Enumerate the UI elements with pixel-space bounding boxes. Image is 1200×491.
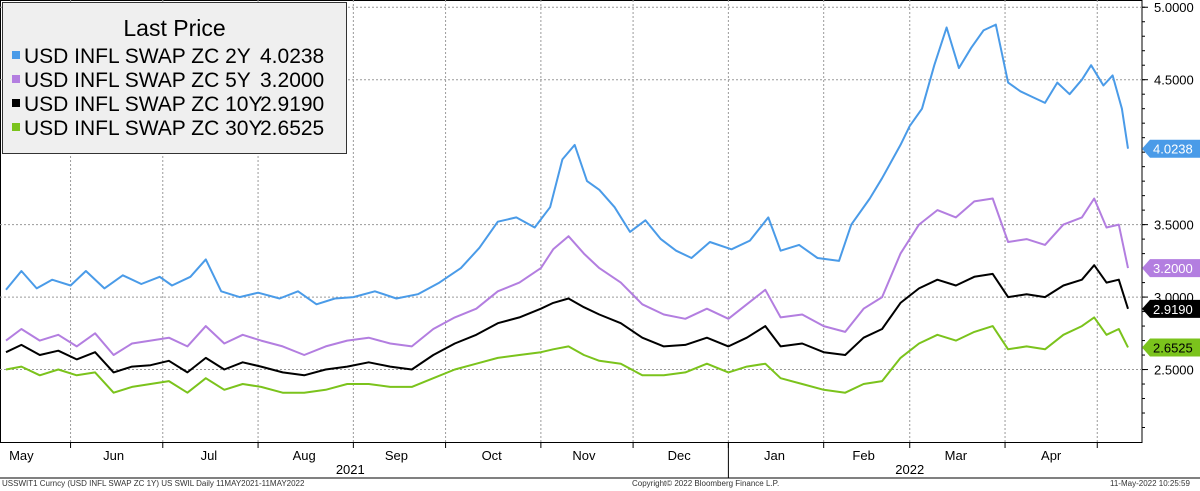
legend-row-2y: USD INFL SWAP ZC 2Y 4.0238 <box>12 45 324 69</box>
legend-swatch-10y <box>12 99 20 108</box>
last-value-tag-bg <box>1142 299 1200 318</box>
legend-value-2y: 4.0238 <box>260 45 325 68</box>
last-value-tag-2y: 4.0238 <box>1142 139 1200 158</box>
legend-swatch-30y <box>12 123 20 132</box>
last-value-tag-30y: 2.6525 <box>1142 338 1200 357</box>
legend-swatch-2y <box>12 51 20 60</box>
legend: Last Price USD INFL SWAP ZC 2Y 4.0238 USD… <box>2 2 347 154</box>
last-value-tag-10y: 2.9190 <box>1142 299 1200 318</box>
series-line-5y <box>5 197 1129 356</box>
x-tick-label: Jun <box>103 448 124 463</box>
x-tick-label: Feb <box>852 448 874 463</box>
y-tick-label: 2.5000 <box>1154 363 1194 378</box>
legend-swatch-5y <box>12 75 20 84</box>
x-tick-label: Jul <box>201 448 218 463</box>
last-value-label: 2.6525 <box>1153 340 1193 355</box>
y-tick-label: 4.5000 <box>1154 73 1194 88</box>
legend-value-10y: 2.9190 <box>260 93 325 116</box>
last-value-label: 4.0238 <box>1153 142 1193 157</box>
x-tick-label: Apr <box>1041 448 1062 463</box>
series-line-10y <box>5 264 1129 377</box>
y-tick-label: 3.5000 <box>1154 218 1194 233</box>
legend-row-30y: USD INFL SWAP ZC 30Y2.6525 <box>12 117 324 141</box>
legend-value-5y: 3.2000 <box>260 69 325 92</box>
year-label: 2021 <box>336 462 365 477</box>
footer-source: USSWIT1 Curncy (USD INFL SWAP ZC 1Y) US … <box>2 479 305 488</box>
footer-copyright: Copyright© 2022 Bloomberg Finance L.P. <box>632 479 780 488</box>
plot-frame <box>0 0 1143 443</box>
x-tick-label: Nov <box>572 448 596 463</box>
legend-value-30y: 2.6525 <box>260 117 325 140</box>
last-value-tag-bg <box>1142 338 1200 357</box>
x-tick-label: Dec <box>668 448 692 463</box>
year-label: 2022 <box>895 462 924 477</box>
last-value-tag-bg <box>1142 139 1200 158</box>
legend-name-5y: USD INFL SWAP ZC 5Y <box>24 69 251 92</box>
legend-title: Last Price <box>123 15 226 41</box>
x-tick-label: Mar <box>945 448 968 463</box>
series-line-2y <box>5 23 1129 306</box>
legend-row-5y: USD INFL SWAP ZC 5Y 3.2000 <box>12 69 324 93</box>
last-value-label: 3.2000 <box>1153 261 1193 276</box>
x-tick-label: Sep <box>385 448 408 463</box>
last-value-tag-bg <box>1142 259 1200 278</box>
last-value-label: 2.9190 <box>1153 302 1193 317</box>
x-tick-label: Oct <box>482 448 503 463</box>
legend-name-30y: USD INFL SWAP ZC 30Y <box>24 117 263 140</box>
legend-name-2y: USD INFL SWAP ZC 2Y <box>24 45 251 68</box>
y-tick-label: 5.0000 <box>1154 0 1194 15</box>
legend-row-10y: USD INFL SWAP ZC 10Y2.9190 <box>12 93 324 117</box>
footer-timestamp: 11-May-2022 10:25:59 <box>1110 479 1190 488</box>
x-tick-label: Aug <box>293 448 316 463</box>
x-tick-label: May <box>9 448 34 463</box>
legend-name-10y: USD INFL SWAP ZC 10Y <box>24 93 263 116</box>
x-tick-label: Jan <box>764 448 785 463</box>
last-value-tag-5y: 3.2000 <box>1142 259 1200 278</box>
series-line-30y <box>5 316 1129 394</box>
